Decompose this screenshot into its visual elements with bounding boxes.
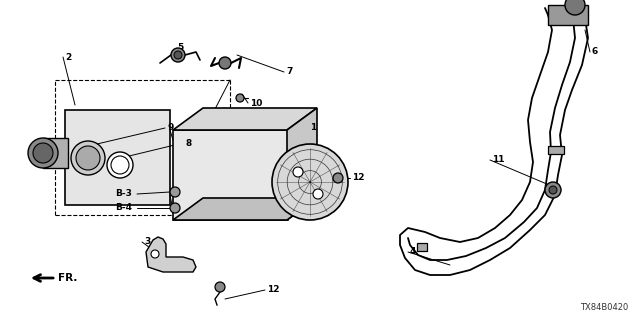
Text: 12: 12 xyxy=(267,285,280,294)
Circle shape xyxy=(170,187,180,197)
Circle shape xyxy=(71,141,105,175)
Text: 8: 8 xyxy=(185,139,191,148)
Text: FR.: FR. xyxy=(58,273,77,283)
Circle shape xyxy=(111,156,129,174)
Circle shape xyxy=(549,186,557,194)
Circle shape xyxy=(545,182,561,198)
Circle shape xyxy=(151,250,159,258)
Bar xyxy=(43,138,68,168)
Circle shape xyxy=(170,203,180,213)
Polygon shape xyxy=(173,108,317,130)
Circle shape xyxy=(28,138,58,168)
Text: TX84B0420: TX84B0420 xyxy=(580,303,628,312)
Bar xyxy=(548,5,588,25)
Text: 5: 5 xyxy=(177,44,183,52)
Text: 9: 9 xyxy=(167,124,173,132)
Text: 4: 4 xyxy=(410,247,417,257)
Circle shape xyxy=(313,189,323,199)
Text: B-3: B-3 xyxy=(115,189,132,198)
Circle shape xyxy=(236,94,244,102)
Circle shape xyxy=(171,48,185,62)
Text: 12: 12 xyxy=(352,173,365,182)
Bar xyxy=(417,243,427,251)
Circle shape xyxy=(76,146,100,170)
Circle shape xyxy=(33,143,53,163)
Text: 7: 7 xyxy=(286,68,292,76)
Circle shape xyxy=(215,282,225,292)
Polygon shape xyxy=(287,108,317,220)
Circle shape xyxy=(565,0,585,15)
Text: 11: 11 xyxy=(492,156,504,164)
Circle shape xyxy=(174,51,182,59)
Bar xyxy=(548,146,564,154)
Circle shape xyxy=(293,167,303,177)
Circle shape xyxy=(333,173,343,183)
Circle shape xyxy=(272,144,348,220)
Polygon shape xyxy=(173,198,317,220)
Text: 10: 10 xyxy=(250,99,262,108)
Text: 2: 2 xyxy=(65,52,71,61)
Text: 1: 1 xyxy=(310,124,316,132)
Bar xyxy=(65,110,170,205)
Circle shape xyxy=(107,152,133,178)
Text: 3: 3 xyxy=(144,237,150,246)
Polygon shape xyxy=(146,237,196,272)
Text: B-4: B-4 xyxy=(115,204,132,212)
Circle shape xyxy=(219,57,231,69)
Bar xyxy=(173,130,288,220)
Text: 6: 6 xyxy=(592,47,598,57)
